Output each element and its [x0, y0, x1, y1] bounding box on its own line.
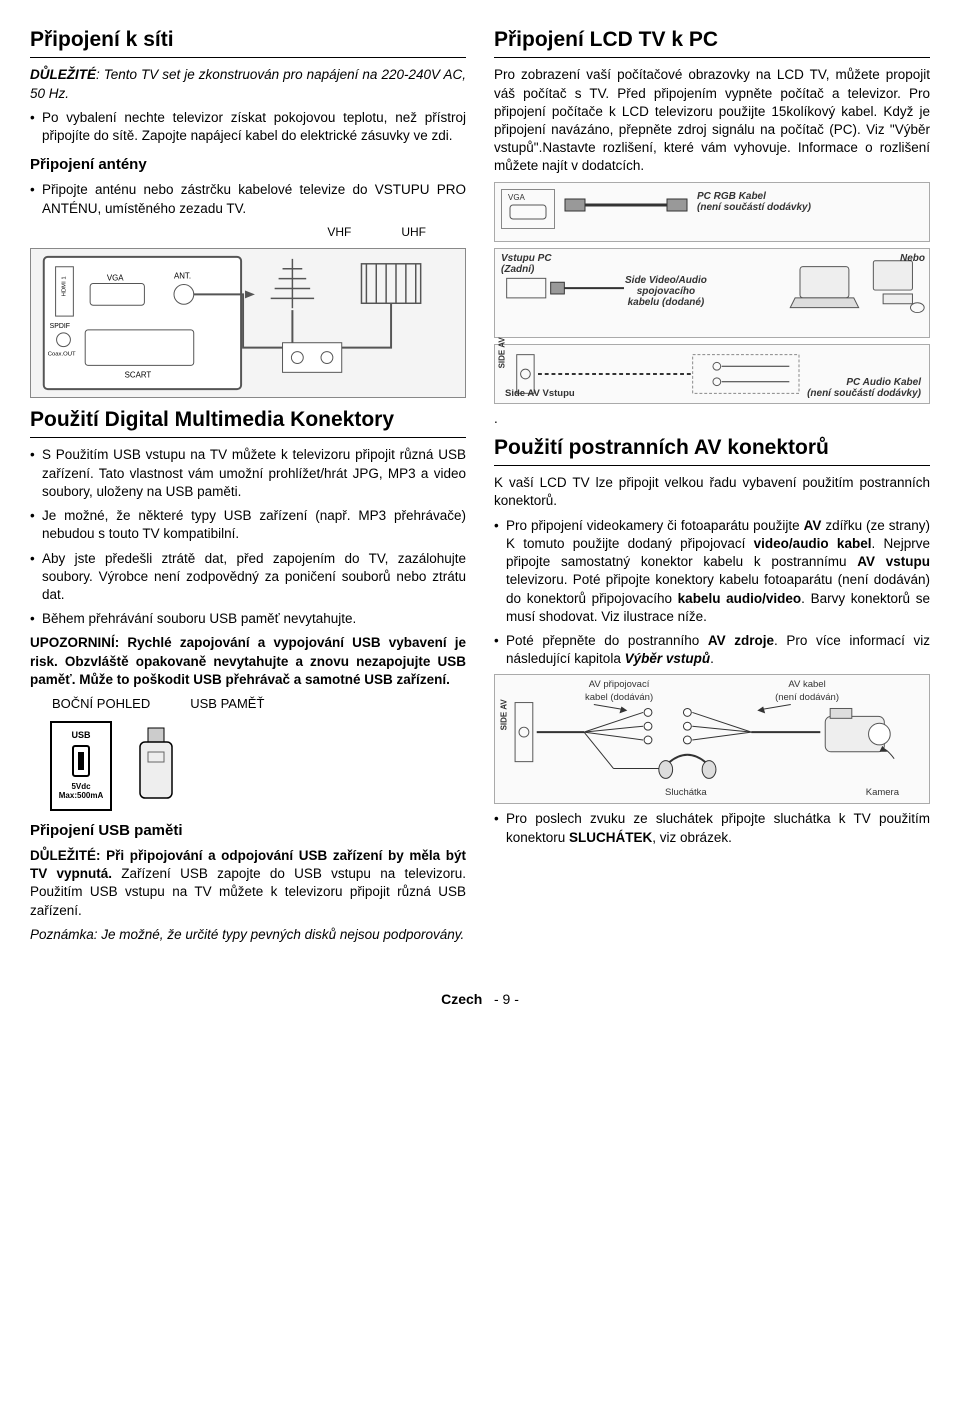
usb-slot-icon: [72, 745, 90, 777]
svg-text:VGA: VGA: [107, 274, 124, 283]
diagram-av-camera: AV připojovací kabel (dodáván) AV kabel …: [494, 674, 930, 804]
diagram-rear-ports: HDMI 1 VGA ANT. SPDIF Coax.OUT SCART: [30, 248, 466, 398]
antenna-list: Připojte anténu nebo zástrčku kabelové t…: [30, 181, 466, 217]
usb-warning: UPOZORNINÍ: Rychlé zapojování a vypojová…: [30, 634, 466, 689]
label-pc-audio: PC Audio Kabel (není součástí dodávky): [807, 377, 921, 399]
list-item: S Použitím USB vstupu na TV můžete k tel…: [30, 446, 466, 501]
diagram-pc-input: Vstupu PC (Zadní) Side Video/Audio spojo…: [494, 248, 930, 338]
pc-para: Pro zobrazení vaší počítačové obrazovky …: [494, 66, 930, 175]
headphone-list: Pro poslech zvuku ze sluchátek připojte …: [494, 810, 930, 846]
diagram-side-av: SIDE AV Side AV Vstupu PC Audio Kabel (n…: [494, 344, 930, 404]
label-nebo: Nebo: [900, 253, 925, 264]
label-sideav2: SIDE AV: [500, 700, 511, 731]
usb-diagram-labels: BOČNÍ POHLED USB PAMĚŤ: [52, 695, 466, 713]
label-camera: Kamera: [866, 787, 899, 800]
footer-lang: Czech: [441, 991, 482, 1007]
two-column-layout: Připojení k síti DŮLEŽITÉ: Tento TV set …: [30, 20, 930, 950]
svg-text:SCART: SCART: [125, 370, 152, 379]
usb-connect-para: DŮLEŽITÉ: Při připojování a odpojování U…: [30, 847, 466, 920]
list-item: Připojte anténu nebo zástrčku kabelové t…: [30, 181, 466, 217]
list-item: Během přehrávání souboru USB paměť nevyt…: [30, 610, 466, 628]
sideav-list: Pro připojení videokamery či fotoaparátu…: [494, 517, 930, 669]
usb-spec: 5Vdc Max:500mA: [59, 783, 103, 801]
usb-port-label: USB: [71, 729, 90, 741]
list-item: Aby jste předešli ztrátě dat, před zapoj…: [30, 550, 466, 605]
svg-text:ANT.: ANT.: [174, 272, 191, 281]
antenna-labels: VHF UHF: [30, 224, 466, 240]
heading-side-av: Použití postranních AV konektorů: [494, 434, 930, 466]
diagram-pc-rgb: VGA PC RGB Kabel (není součástí dodávky): [494, 182, 930, 242]
label-usb-memory: USB PAMĚŤ: [190, 695, 264, 713]
usb-port-icon: USB 5Vdc Max:500mA: [50, 721, 112, 811]
label-vhf: VHF: [327, 224, 351, 240]
dot: .: [494, 410, 930, 428]
label-uhf: UHF: [401, 224, 426, 240]
network-list: Po vybalení nechte televizor získat poko…: [30, 109, 466, 145]
label-pc-input: Vstupu PC (Zadní): [501, 253, 552, 275]
list-item: Po vybalení nechte televizor získat poko…: [30, 109, 466, 145]
label-side-cable: Side Video/Audio spojovacího kabelu (dod…: [625, 275, 707, 308]
label-av-conn: AV připojovací kabel (dodáván): [585, 679, 653, 705]
svg-text:HDMI 1: HDMI 1: [61, 276, 67, 296]
page-footer: Czech - 9 -: [30, 990, 930, 1009]
label-av-cable: AV kabel (není dodáván): [775, 679, 839, 705]
usb-note: Poznámka: Je možné, že určité typy pevný…: [30, 926, 466, 944]
label-headphones: Sluchátka: [665, 787, 707, 800]
usb-diagram: USB 5Vdc Max:500mA: [50, 721, 466, 811]
vga-port-icon: VGA: [501, 189, 555, 230]
label-sideav-port: SIDE AV: [498, 337, 509, 368]
sideav-intro: K vaší LCD TV lze připojit velkou řadu v…: [494, 474, 930, 510]
heading-usb-multimedia: Použití Digital Multimedia Konektory: [30, 406, 466, 438]
list-item: Poté přepněte do postranního AV zdroje. …: [494, 632, 930, 668]
heading-usb-connect: Připojení USB paměti: [30, 821, 466, 841]
list-item: Pro připojení videokamery či fotoaparátu…: [494, 517, 930, 626]
right-column: Připojení LCD TV k PC Pro zobrazení vaší…: [494, 20, 930, 950]
usb-list: S Použitím USB vstupu na TV můžete k tel…: [30, 446, 466, 628]
footer-page: - 9 -: [494, 991, 519, 1007]
list-item: Pro poslech zvuku ze sluchátek připojte …: [494, 810, 930, 846]
label-rgb-cable: PC RGB Kabel (není součástí dodávky): [697, 191, 811, 213]
label-sideav-input: Side AV Vstupu: [505, 388, 575, 401]
label-side-view: BOČNÍ POHLED: [52, 695, 150, 713]
network-important: DŮLEŽITÉ: Tento TV set je zkonstruován p…: [30, 66, 466, 102]
svg-text:Coax.OUT: Coax.OUT: [48, 352, 76, 358]
heading-pc: Připojení LCD TV k PC: [494, 26, 930, 58]
usb-stick-icon: [130, 726, 185, 806]
left-column: Připojení k síti DŮLEŽITÉ: Tento TV set …: [30, 20, 466, 950]
heading-network: Připojení k síti: [30, 26, 466, 58]
svg-text:SPDIF: SPDIF: [50, 323, 70, 330]
heading-antenna: Připojení antény: [30, 155, 466, 175]
list-item: Je možné, že některé typy USB zařízení (…: [30, 507, 466, 543]
